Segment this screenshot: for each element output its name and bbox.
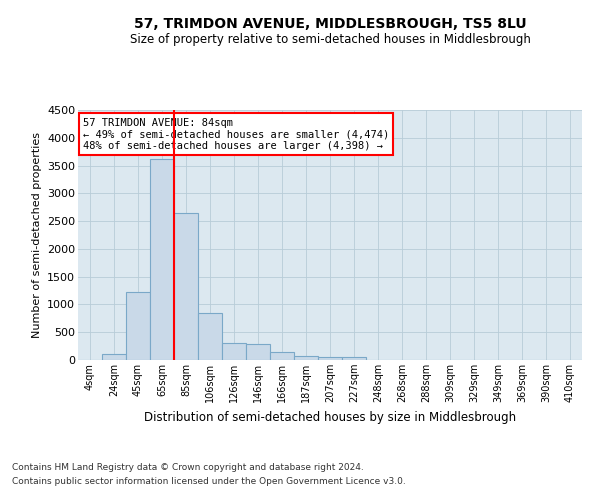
Bar <box>150 159 174 360</box>
Bar <box>318 356 342 360</box>
Bar <box>342 357 366 360</box>
Y-axis label: Number of semi-detached properties: Number of semi-detached properties <box>32 132 41 338</box>
Bar <box>246 344 270 360</box>
X-axis label: Distribution of semi-detached houses by size in Middlesbrough: Distribution of semi-detached houses by … <box>144 410 516 424</box>
Bar <box>198 314 222 360</box>
Bar <box>294 356 318 360</box>
Text: 57, TRIMDON AVENUE, MIDDLESBROUGH, TS5 8LU: 57, TRIMDON AVENUE, MIDDLESBROUGH, TS5 8… <box>134 18 526 32</box>
Bar <box>126 292 150 360</box>
Bar <box>174 213 198 360</box>
Text: Size of property relative to semi-detached houses in Middlesbrough: Size of property relative to semi-detach… <box>130 32 530 46</box>
Text: 57 TRIMDON AVENUE: 84sqm
← 49% of semi-detached houses are smaller (4,474)
48% o: 57 TRIMDON AVENUE: 84sqm ← 49% of semi-d… <box>83 118 389 150</box>
Text: Contains public sector information licensed under the Open Government Licence v3: Contains public sector information licen… <box>12 477 406 486</box>
Bar <box>222 344 246 360</box>
Bar <box>270 352 294 360</box>
Bar <box>102 354 126 360</box>
Text: Contains HM Land Registry data © Crown copyright and database right 2024.: Contains HM Land Registry data © Crown c… <box>12 464 364 472</box>
